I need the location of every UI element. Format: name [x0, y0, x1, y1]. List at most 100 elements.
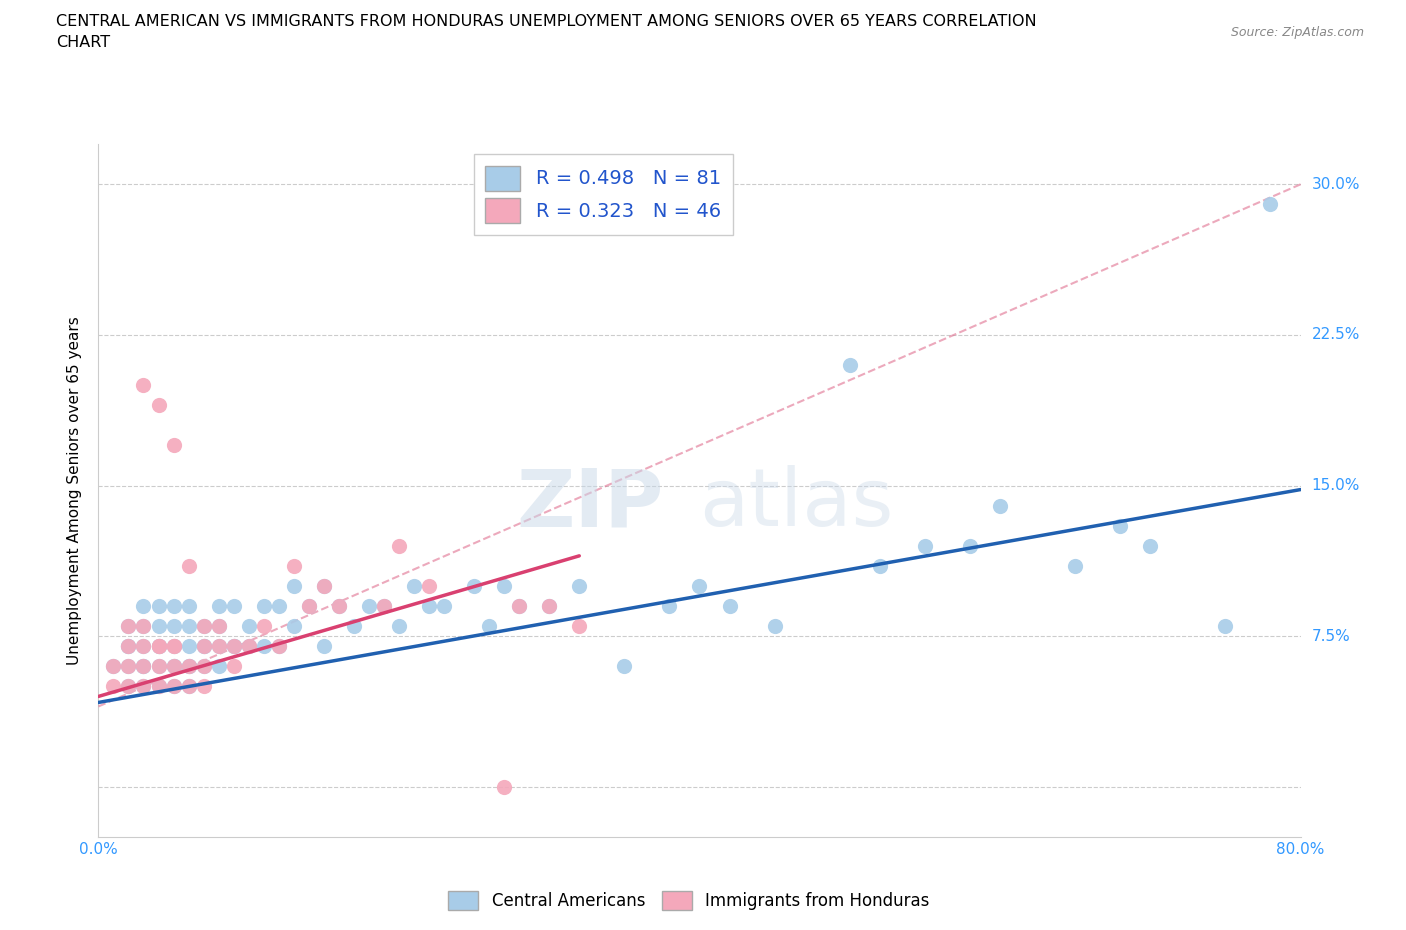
- Legend: R = 0.498   N = 81, R = 0.323   N = 46: R = 0.498 N = 81, R = 0.323 N = 46: [474, 153, 733, 235]
- Point: [162, 639, 184, 654]
- Point: [117, 618, 139, 633]
- Point: [132, 618, 155, 633]
- Point: [117, 639, 139, 654]
- Text: 7.5%: 7.5%: [1312, 629, 1350, 644]
- Legend: Central Americans, Immigrants from Honduras: Central Americans, Immigrants from Hondu…: [441, 884, 936, 917]
- Point: [208, 639, 231, 654]
- Point: [162, 639, 184, 654]
- Point: [117, 618, 139, 633]
- Point: [568, 578, 591, 593]
- Point: [478, 618, 501, 633]
- Text: 15.0%: 15.0%: [1312, 478, 1360, 493]
- Point: [253, 639, 276, 654]
- Point: [148, 618, 170, 633]
- Point: [222, 658, 245, 673]
- Point: [538, 599, 561, 614]
- Point: [328, 599, 350, 614]
- Point: [177, 679, 200, 694]
- Point: [103, 658, 125, 673]
- Point: [132, 639, 155, 654]
- Text: ZIP: ZIP: [516, 465, 664, 543]
- Point: [103, 679, 125, 694]
- Point: [568, 618, 591, 633]
- Point: [193, 658, 215, 673]
- Point: [132, 658, 155, 673]
- Point: [177, 658, 200, 673]
- Point: [193, 658, 215, 673]
- Point: [132, 679, 155, 694]
- Point: [193, 639, 215, 654]
- Point: [267, 599, 290, 614]
- Y-axis label: Unemployment Among Seniors over 65 years: Unemployment Among Seniors over 65 years: [67, 316, 83, 665]
- Point: [132, 658, 155, 673]
- Point: [193, 679, 215, 694]
- Point: [132, 639, 155, 654]
- Point: [718, 599, 741, 614]
- Point: [162, 438, 184, 453]
- Point: [688, 578, 710, 593]
- Point: [148, 679, 170, 694]
- Point: [988, 498, 1011, 513]
- Point: [177, 639, 200, 654]
- Point: [103, 658, 125, 673]
- Point: [132, 658, 155, 673]
- Point: [177, 658, 200, 673]
- Point: [177, 658, 200, 673]
- Point: [162, 639, 184, 654]
- Point: [162, 679, 184, 694]
- Point: [208, 658, 231, 673]
- Point: [162, 658, 184, 673]
- Point: [283, 618, 305, 633]
- Point: [1139, 538, 1161, 553]
- Point: [177, 599, 200, 614]
- Point: [162, 658, 184, 673]
- Point: [148, 639, 170, 654]
- Point: [388, 538, 411, 553]
- Point: [148, 639, 170, 654]
- Point: [373, 599, 395, 614]
- Point: [494, 578, 516, 593]
- Text: CENTRAL AMERICAN VS IMMIGRANTS FROM HONDURAS UNEMPLOYMENT AMONG SENIORS OVER 65 : CENTRAL AMERICAN VS IMMIGRANTS FROM HOND…: [56, 14, 1036, 50]
- Point: [538, 599, 561, 614]
- Point: [253, 599, 276, 614]
- Point: [208, 618, 231, 633]
- Point: [1064, 558, 1087, 573]
- Point: [402, 578, 425, 593]
- Text: 30.0%: 30.0%: [1312, 177, 1360, 192]
- Text: Source: ZipAtlas.com: Source: ZipAtlas.com: [1230, 26, 1364, 39]
- Point: [117, 679, 139, 694]
- Point: [373, 599, 395, 614]
- Point: [177, 558, 200, 573]
- Point: [117, 639, 139, 654]
- Point: [959, 538, 981, 553]
- Point: [914, 538, 936, 553]
- Point: [418, 578, 440, 593]
- Point: [117, 679, 139, 694]
- Point: [763, 618, 786, 633]
- Point: [162, 679, 184, 694]
- Point: [312, 639, 335, 654]
- Point: [388, 618, 411, 633]
- Point: [208, 599, 231, 614]
- Point: [193, 639, 215, 654]
- Point: [613, 658, 636, 673]
- Point: [148, 658, 170, 673]
- Point: [222, 639, 245, 654]
- Point: [148, 398, 170, 413]
- Point: [463, 578, 485, 593]
- Point: [208, 639, 231, 654]
- Point: [222, 599, 245, 614]
- Point: [283, 578, 305, 593]
- Point: [132, 618, 155, 633]
- Point: [1215, 618, 1237, 633]
- Point: [238, 618, 260, 633]
- Point: [193, 618, 215, 633]
- Point: [1260, 197, 1282, 212]
- Point: [418, 599, 440, 614]
- Point: [162, 658, 184, 673]
- Point: [117, 658, 139, 673]
- Point: [148, 639, 170, 654]
- Point: [267, 639, 290, 654]
- Point: [328, 599, 350, 614]
- Point: [508, 599, 530, 614]
